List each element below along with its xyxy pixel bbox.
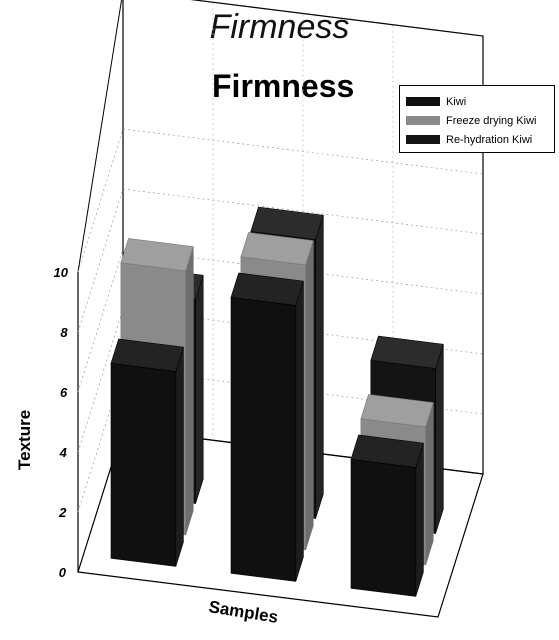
legend-item-kiwi: Kiwi (406, 92, 554, 111)
legend-label: Freeze drying Kiwi (446, 114, 537, 127)
grid-line (77, 368, 484, 513)
grid-line (77, 188, 484, 333)
bars-layer (110, 206, 444, 597)
bar (230, 272, 304, 582)
legend-swatch (406, 97, 440, 106)
bar (350, 434, 424, 597)
bar-front-face (110, 362, 177, 567)
legend-label: Kiwi (446, 95, 467, 108)
bar-side-face (435, 344, 444, 534)
bar-top-face (250, 206, 324, 240)
legend: Kiwi Freeze drying Kiwi Re-hydration Kiw… (399, 85, 555, 153)
y-axis-label: Texture (15, 410, 34, 470)
bar-top-face (240, 232, 314, 266)
grid-line (77, 308, 484, 453)
bar-top-face (120, 238, 194, 272)
bar-front-face (230, 296, 297, 582)
legend-swatch (406, 135, 440, 144)
left-wall-edge (77, 0, 123, 273)
y-tick-labels: 0 2 4 6 8 10 (54, 265, 69, 580)
bar-side-face (425, 402, 434, 565)
y-tick-label: 6 (60, 385, 68, 400)
bar-top-face (110, 338, 184, 372)
grid-line (77, 248, 484, 393)
bar-side-face (415, 443, 424, 597)
y-tick-label: 4 (59, 445, 68, 460)
bar-front-face (350, 458, 417, 597)
y-tick-label: 0 (59, 565, 67, 580)
y-tick-label: 2 (58, 505, 67, 520)
grid-line (77, 128, 484, 273)
bar-side-face (295, 281, 304, 582)
bar-side-face (315, 215, 324, 519)
figure-caption: Firmness (209, 8, 350, 46)
legend-item-rehydration-kiwi: Re-hydration Kiwi (406, 130, 554, 149)
bar (110, 338, 184, 567)
y-tick-label: 10 (54, 265, 69, 280)
bar-top-face (360, 394, 434, 428)
legend-swatch (406, 116, 440, 125)
legend-item-freeze-drying-kiwi: Freeze drying Kiwi (406, 111, 554, 130)
bar-side-face (195, 275, 204, 504)
bar-side-face (185, 246, 194, 535)
x-axis-label: Samples (207, 597, 279, 627)
grid-lines (77, 2, 484, 513)
bar-side-face (305, 240, 314, 550)
bar-top-face (230, 272, 304, 306)
bar-top-face (370, 335, 444, 369)
chart-title: Firmness (212, 68, 355, 104)
y-tick-label: 8 (60, 325, 68, 340)
bar-top-face (350, 434, 424, 468)
bar-side-face (175, 347, 184, 567)
legend-label: Re-hydration Kiwi (446, 133, 533, 146)
